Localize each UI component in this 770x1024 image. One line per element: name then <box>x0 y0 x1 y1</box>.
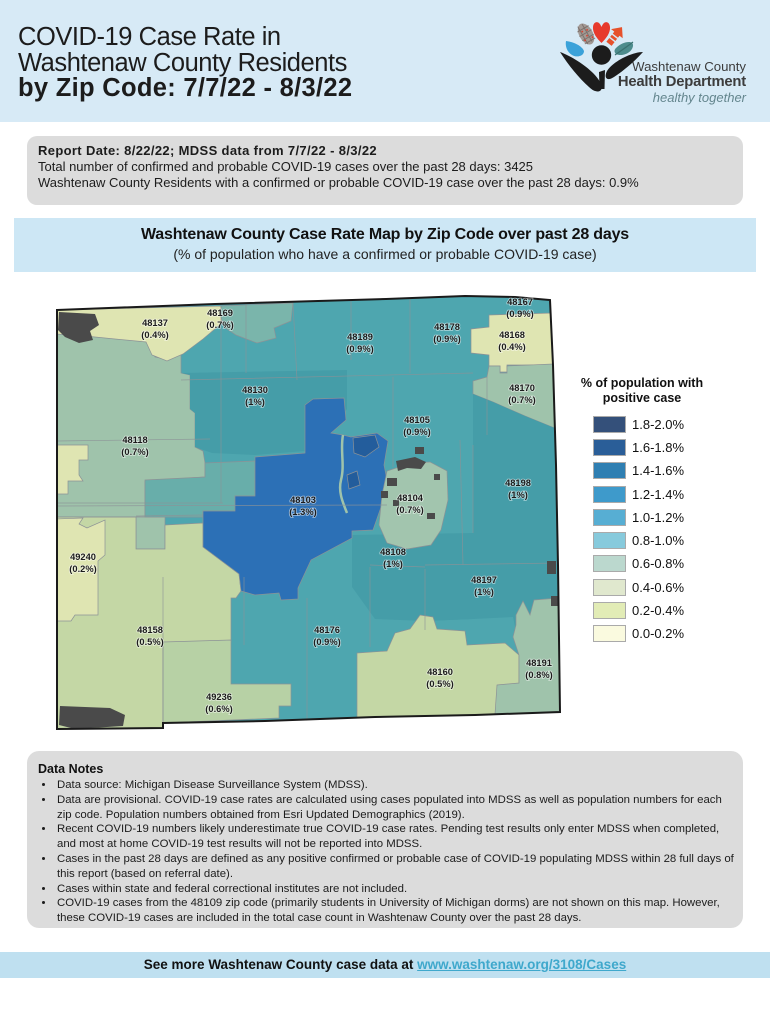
svg-text:48104: 48104 <box>397 493 424 503</box>
svg-text:(0.5%): (0.5%) <box>136 637 163 647</box>
svg-text:48108: 48108 <box>380 547 406 557</box>
svg-text:(1.3%): (1.3%) <box>289 507 316 517</box>
svg-text:(0.7%): (0.7%) <box>508 395 535 405</box>
svg-text:(0.8%): (0.8%) <box>525 670 552 680</box>
svg-text:(0.9%): (0.9%) <box>403 427 430 437</box>
svg-text:(0.2%): (0.2%) <box>69 564 96 574</box>
svg-text:(1%): (1%) <box>383 559 403 569</box>
svg-text:48198: 48198 <box>505 478 531 488</box>
svg-text:(0.4%): (0.4%) <box>498 342 525 352</box>
svg-text:48103: 48103 <box>290 495 316 505</box>
svg-text:48105: 48105 <box>404 415 430 425</box>
svg-text:Health Department: Health Department <box>618 74 746 90</box>
svg-text:48167: 48167 <box>507 297 533 307</box>
svg-text:(0.4%): (0.4%) <box>141 330 168 340</box>
svg-text:(1%): (1%) <box>508 490 528 500</box>
svg-text:48191: 48191 <box>526 658 552 668</box>
svg-text:49236: 49236 <box>206 692 232 702</box>
svg-text:48170: 48170 <box>509 383 535 393</box>
svg-text:(0.9%): (0.9%) <box>313 637 340 647</box>
svg-text:48176: 48176 <box>314 625 340 635</box>
svg-text:(0.7%): (0.7%) <box>121 447 148 457</box>
svg-text:(1%): (1%) <box>245 397 265 407</box>
svg-text:48130: 48130 <box>242 385 268 395</box>
svg-text:48197: 48197 <box>471 575 497 585</box>
svg-text:48189: 48189 <box>347 332 373 342</box>
svg-text:48169: 48169 <box>207 308 233 318</box>
svg-text:(0.9%): (0.9%) <box>506 309 533 319</box>
svg-text:healthy together: healthy together <box>653 90 747 105</box>
svg-text:(0.9%): (0.9%) <box>346 344 373 354</box>
svg-text:48118: 48118 <box>122 435 147 445</box>
svg-text:(1%): (1%) <box>474 587 494 597</box>
svg-text:48160: 48160 <box>427 667 453 677</box>
svg-text:(0.7%): (0.7%) <box>206 320 233 330</box>
svg-text:(0.5%): (0.5%) <box>426 679 453 689</box>
svg-text:(0.6%): (0.6%) <box>205 704 232 714</box>
svg-text:48137: 48137 <box>142 318 168 328</box>
svg-text:Washtenaw County: Washtenaw County <box>632 59 746 74</box>
svg-text:48178: 48178 <box>434 322 460 332</box>
svg-text:48158: 48158 <box>137 625 163 635</box>
svg-text:(0.9%): (0.9%) <box>433 334 460 344</box>
svg-text:(0.7%): (0.7%) <box>396 505 423 515</box>
svg-text:48168: 48168 <box>499 330 525 340</box>
svg-text:49240: 49240 <box>70 552 96 562</box>
